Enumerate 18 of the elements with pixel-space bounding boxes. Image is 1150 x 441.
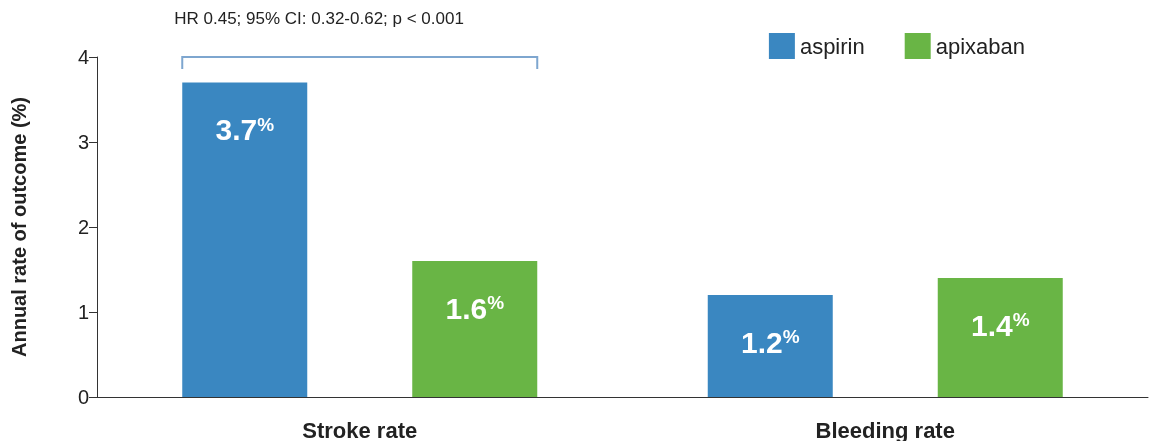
bar (182, 82, 308, 397)
y-axis-title: Annual rate of outcome (%) (8, 96, 30, 358)
y-tick-label: 2 (77, 216, 89, 238)
x-tick-label: Stroke rate (302, 417, 418, 441)
data-label: 1.2% (740, 325, 800, 359)
text: HR 0.45; 95% CI: 0.32-0.62; p < 0.001 (174, 9, 464, 28)
bar (937, 278, 1063, 397)
data-label: 1.4% (970, 308, 1030, 342)
bar (412, 261, 538, 397)
y-tick-label: 4 (77, 46, 89, 68)
bar (707, 295, 833, 397)
data-label: 3.7% (215, 113, 275, 146)
legend-label: aspirin (799, 33, 865, 59)
data-label: 1.6% (445, 291, 505, 325)
y-tick-label: 1 (77, 301, 89, 323)
y-tick-label: 3 (77, 131, 89, 153)
y-tick-label: 0 (77, 386, 89, 408)
legend-label: apixaban (935, 33, 1026, 59)
